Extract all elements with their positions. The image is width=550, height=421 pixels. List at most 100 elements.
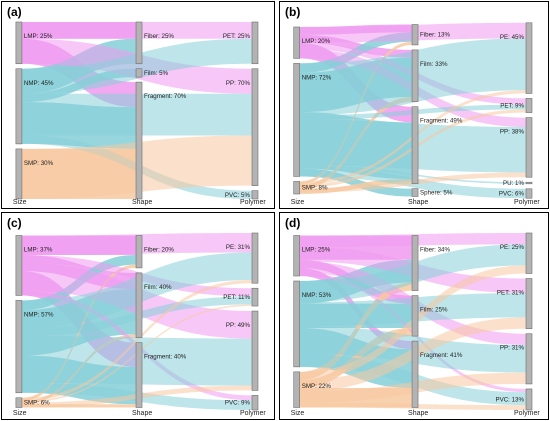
node-label-pvc: PVC: 6% — [499, 191, 525, 198]
node-label-pet: PET: 11% — [223, 294, 250, 301]
node-label-pu: PU: 1% — [503, 180, 524, 187]
sankey-svg: LMP: 25% NMP: 45% SMP: 30% Fiber: 25% Film: … — [7, 5, 266, 206]
node-label-pp: PP: 38% — [500, 129, 525, 136]
node-label-fiber: Fiber: 20% — [144, 247, 174, 254]
node-film — [135, 272, 143, 339]
node-lmp — [293, 26, 300, 59]
node-label-sphere: Sphere: 5% — [420, 190, 453, 197]
node-lmp — [293, 235, 300, 277]
node-label-film: Film: 33% — [420, 61, 448, 68]
node-pet — [251, 21, 259, 65]
node-fragment — [135, 342, 143, 408]
panel-a: LMP: 25% NMP: 45% SMP: 30% Fiber: 25% Film: … — [1, 1, 275, 209]
node-label-pet: PET: 9% — [500, 103, 524, 110]
axis-label-polymer: Polymer — [240, 410, 266, 417]
node-label-lmp: LMP: 20% — [302, 38, 331, 45]
axis-label-size: Size — [13, 410, 27, 417]
node-label-nmp: NMP: 53% — [302, 292, 332, 299]
node-pet — [525, 98, 533, 113]
axis-label-shape: Shape — [408, 199, 428, 206]
node-fragment — [411, 340, 419, 408]
node-sphere — [411, 188, 419, 197]
node-nmp — [293, 63, 300, 177]
node-label-pp: PP: 31% — [500, 345, 525, 352]
node-label-fragment: Fragment: 70% — [144, 93, 187, 100]
node-label-pvc: PVC: 9% — [225, 400, 251, 407]
node-fiber — [135, 235, 143, 269]
axis-label-size: Size — [291, 199, 305, 206]
node-lmp — [15, 21, 23, 65]
flow-smp-to-fiber — [21, 264, 137, 402]
flow-smp-to-fiber — [299, 41, 413, 185]
node-label-film: Film: 5% — [144, 70, 169, 77]
flow-nmp-to-pet — [21, 38, 252, 94]
node-pp — [251, 310, 259, 391]
axis-label-polymer: Polymer — [240, 199, 266, 206]
axis-label-shape: Shape — [408, 410, 428, 417]
node-fiber — [411, 235, 419, 291]
node-pe — [525, 232, 533, 274]
node-fragment — [411, 106, 419, 184]
node-film — [135, 68, 143, 78]
node-label-fiber: Fiber: 34% — [420, 247, 450, 254]
node-label-pet: PET: 25% — [223, 33, 251, 40]
node-nmp — [293, 280, 300, 368]
node-film — [411, 295, 419, 337]
node-pp — [525, 333, 533, 385]
node-label-lmp: LMP: 25% — [24, 33, 53, 40]
panel-label: (b) — [285, 5, 300, 19]
node-label-pvc: PVC: 13% — [495, 396, 524, 403]
node-fiber — [411, 24, 419, 46]
node-label-smp: SMP: 30% — [24, 160, 54, 167]
node-pe — [251, 232, 259, 284]
node-lmp — [15, 235, 23, 296]
panel-d: LMP: 25% NMP: 53% SMP: 22% Fiber: 34% Film: … — [279, 212, 549, 420]
node-pu — [525, 181, 533, 185]
axis-label-shape: Shape — [132, 199, 152, 206]
axis-label-size: Size — [13, 199, 27, 206]
panel-label: (a) — [7, 5, 22, 19]
panel-label: (d) — [285, 216, 300, 230]
sankey-svg: LMP: 20% NMP: 72% SMP: 8% Fiber: 13% Film: 3… — [285, 5, 540, 206]
axis-label-polymer: Polymer — [514, 410, 540, 417]
node-label-nmp: NMP: 72% — [302, 74, 332, 81]
flow-smp-to-pe — [21, 279, 252, 402]
node-label-lmp: LMP: 25% — [302, 247, 331, 254]
node-label-film: Film: 40% — [144, 284, 172, 291]
sankey-svg: LMP: 25% NMP: 53% SMP: 22% Fiber: 34% Film: … — [285, 216, 540, 417]
node-label-smp: SMP: 6% — [24, 400, 50, 407]
node-label-pe: PE: 31% — [226, 244, 251, 251]
node-nmp — [15, 68, 23, 145]
node-pp — [251, 68, 259, 186]
axis-label-shape: Shape — [132, 410, 152, 417]
node-label-fragment: Fragment: 41% — [420, 352, 463, 359]
axis-label-polymer: Polymer — [514, 199, 540, 206]
axis-label-size: Size — [291, 410, 305, 417]
node-nmp — [15, 300, 23, 394]
panel-c: LMP: 37% NMP: 57% SMP: 6% Fiber: 20% Film: 4… — [1, 212, 275, 420]
node-label-fiber: Fiber: 13% — [420, 32, 450, 39]
node-label-fragment: Fragment: 49% — [420, 118, 463, 125]
node-smp — [293, 181, 300, 195]
sankey-svg: LMP: 37% NMP: 57% SMP: 6% Fiber: 20% Film: 4… — [7, 216, 266, 417]
node-label-fiber: Fiber: 25% — [144, 33, 174, 40]
node-label-nmp: NMP: 45% — [24, 80, 54, 87]
node-pvc — [525, 188, 533, 199]
panel-b: LMP: 20% NMP: 72% SMP: 8% Fiber: 13% Film: 3… — [279, 1, 549, 209]
node-pvc — [251, 395, 259, 411]
node-film — [411, 49, 419, 103]
node-pe — [525, 22, 533, 94]
node-label-pvc: PVC: 5% — [225, 192, 251, 199]
node-label-pe: PE: 25% — [500, 244, 525, 251]
node-label-pp: PP: 49% — [226, 322, 251, 329]
node-label-lmp: LMP: 37% — [24, 247, 53, 254]
node-label-film: Film: 25% — [420, 307, 448, 314]
node-label-pe: PE: 45% — [500, 34, 525, 41]
node-smp — [293, 371, 300, 408]
panel-label: (c) — [7, 216, 22, 230]
node-label-fragment: Fragment: 40% — [144, 354, 187, 361]
node-label-pet: PET: 31% — [497, 290, 525, 297]
node-label-nmp: NMP: 57% — [24, 311, 54, 318]
node-pp — [525, 117, 533, 178]
